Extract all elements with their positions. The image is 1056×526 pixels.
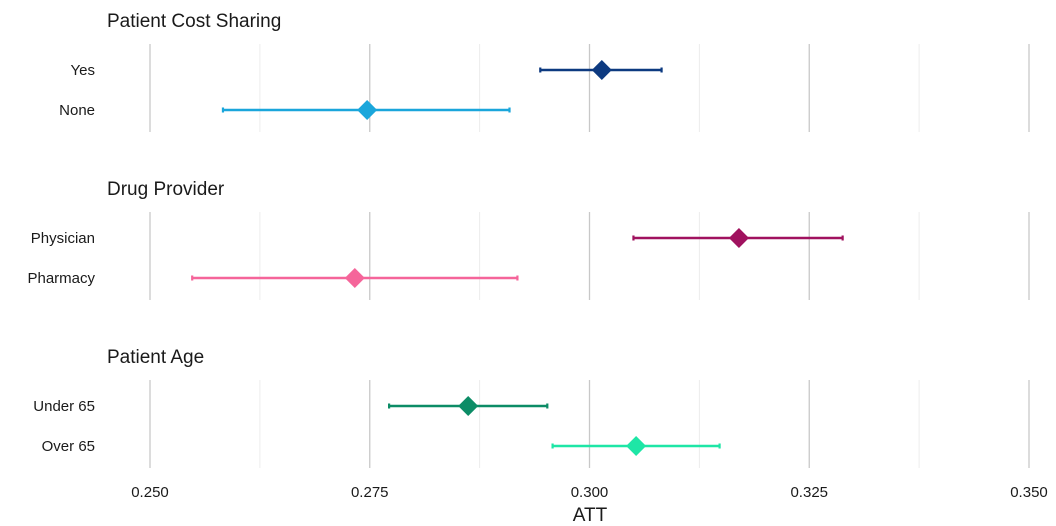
row-label: Physician	[31, 230, 95, 247]
panels-layer: Patient Cost Sharing Yes None Drug Provider…	[27, 11, 1029, 468]
panel: Patient Cost Sharing Yes None	[59, 11, 1029, 132]
panel-title: Drug Provider	[107, 179, 225, 200]
panel-title: Patient Cost Sharing	[107, 11, 281, 32]
point-estimate	[357, 100, 377, 120]
x-tick-label: 0.275	[351, 484, 389, 501]
point-estimate	[729, 228, 749, 248]
panel-title: Patient Age	[107, 347, 204, 368]
row-label: Yes	[71, 62, 95, 79]
panel: Patient Age Under 65 Over 65	[33, 347, 1029, 468]
row-label: Over 65	[42, 438, 95, 455]
x-tick-label: 0.300	[571, 484, 609, 501]
point-estimate	[626, 436, 646, 456]
point-estimate	[592, 60, 612, 80]
panel: Drug Provider Physician Pharmacy	[27, 179, 1029, 300]
x-tick-label: 0.250	[131, 484, 169, 501]
row-label: None	[59, 102, 95, 119]
row-label: Pharmacy	[27, 270, 95, 287]
x-tick-label: 0.325	[790, 484, 828, 501]
x-axis-title: ATT	[573, 505, 608, 526]
point-estimate	[458, 396, 478, 416]
row-label: Under 65	[33, 398, 95, 415]
x-tick-label: 0.350	[1010, 484, 1048, 501]
point-estimate	[345, 268, 365, 288]
x-axis: 0.250 0.275 0.300 0.325 0.350	[131, 484, 1048, 501]
